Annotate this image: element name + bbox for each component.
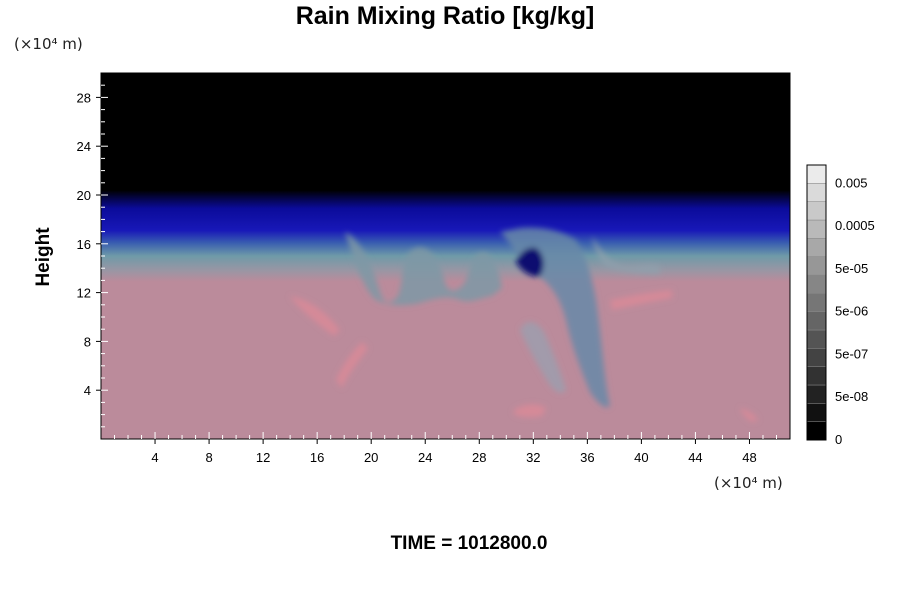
colorbar-tick-label: 5e-05 xyxy=(835,261,868,276)
heatmap-field xyxy=(101,73,790,439)
colorbar-level xyxy=(806,311,827,331)
plume-right xyxy=(592,236,660,274)
y-axis: 4 8 12 16 20 24 28 xyxy=(77,84,108,428)
x-tick-label: 24 xyxy=(418,450,432,465)
y-axis-unit-label: (×10⁴ m) xyxy=(14,35,83,53)
x-tick-label: 44 xyxy=(688,450,702,465)
x-axis-unit-label: (×10⁴ m) xyxy=(714,474,783,492)
convective-plumes xyxy=(290,227,758,422)
colorbar-frame xyxy=(806,164,827,441)
time-label: TIME = 1012800.0 xyxy=(391,533,548,554)
x-tick-label: 20 xyxy=(364,450,378,465)
colorbar-level xyxy=(806,329,827,349)
y-tick-label: 24 xyxy=(77,139,91,154)
x-tick-label: 36 xyxy=(580,450,594,465)
colorbar-level xyxy=(806,183,827,202)
pink-streak-left xyxy=(290,296,340,336)
colorbar-level xyxy=(806,384,827,404)
dark-core xyxy=(516,247,544,277)
colorbar-tick-label: 0.005 xyxy=(835,175,868,190)
x-tick-label: 48 xyxy=(742,450,756,465)
x-tick-label: 12 xyxy=(256,450,270,465)
x-tick-label: 40 xyxy=(634,450,648,465)
x-tick-label: 32 xyxy=(526,450,540,465)
y-axis-label: Height xyxy=(33,227,54,287)
x-tick-label: 4 xyxy=(151,450,158,465)
colorbar-level xyxy=(806,238,827,257)
y-tick-label: 16 xyxy=(77,237,91,252)
colorbar-tick-label: 5e-06 xyxy=(835,304,868,319)
colorbar: 0 5e-08 5e-07 5e-06 5e-05 0.0005 0.005 xyxy=(806,164,875,447)
x-axis: 4 8 12 16 20 24 28 32 36 40 44 48 xyxy=(114,432,777,465)
colorbar-level xyxy=(806,403,827,422)
colorbar-tick-label: 5e-07 xyxy=(835,346,868,361)
pink-streak-right xyxy=(610,290,672,310)
lower-streak xyxy=(520,321,566,393)
y-tick-label: 4 xyxy=(84,383,91,398)
colorbar-tick-label: 0 xyxy=(835,432,842,447)
colorbar-tick-label: 5e-08 xyxy=(835,389,868,404)
colorbar-level xyxy=(806,219,827,239)
colorbar-level xyxy=(806,293,827,312)
x-tick-label: 28 xyxy=(472,450,486,465)
y-tick-label: 12 xyxy=(77,286,91,301)
plume-left xyxy=(345,232,502,306)
x-tick-label: 16 xyxy=(310,450,324,465)
pink-streak-bottom xyxy=(514,404,546,418)
colorbar-level xyxy=(806,366,827,386)
y-tick-label: 8 xyxy=(84,334,91,349)
plume-center xyxy=(500,227,610,408)
field-background xyxy=(101,73,790,439)
colorbar-tick-label: 0.0005 xyxy=(835,218,875,233)
y-tick-label: 20 xyxy=(77,188,91,203)
chart-title: Rain Mixing Ratio [kg/kg] xyxy=(296,2,595,30)
pink-streak-lower xyxy=(336,342,368,388)
colorbar-level xyxy=(806,201,827,221)
colorbar-level xyxy=(806,421,827,441)
colorbar-level xyxy=(806,348,827,367)
colorbar-level xyxy=(806,164,827,184)
colorbar-level xyxy=(806,274,827,294)
colorbar-level xyxy=(806,256,827,276)
y-tick-label: 28 xyxy=(77,90,91,105)
pink-streak-edge xyxy=(740,408,758,422)
x-tick-label: 8 xyxy=(205,450,212,465)
